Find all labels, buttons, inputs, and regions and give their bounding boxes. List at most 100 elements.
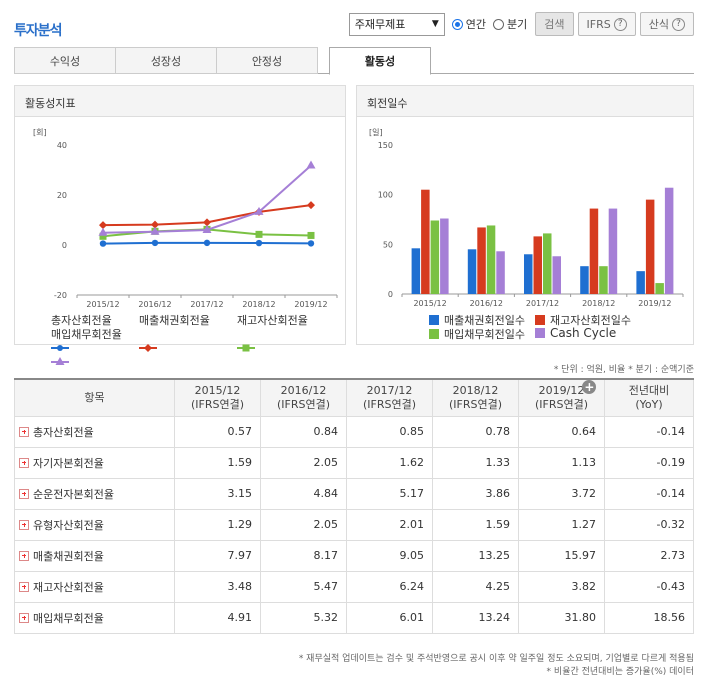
row-label[interactable]: 유형자산회전율: [14, 508, 175, 541]
x-tick-label: 2017/12: [190, 300, 223, 307]
expand-icon[interactable]: [19, 488, 29, 499]
footnote: * 재무실적 업데이트는 검수 및 주석반영으로 공시 이후 약 일주일 정도 …: [298, 654, 694, 664]
row-label-text: 매출채권회전율: [33, 549, 104, 563]
legend-item[interactable]: Cash Cycle: [535, 326, 616, 340]
legend-item[interactable]: 재고자산회전일수: [535, 312, 631, 328]
table-cell: 5.32: [260, 601, 347, 634]
radio-annual[interactable]: 연간: [451, 16, 486, 32]
expand-icon[interactable]: [19, 550, 29, 561]
row-label[interactable]: 매입채무회전율: [14, 601, 175, 634]
table-cell: 4.91: [174, 601, 261, 634]
legend-swatch-icon: [429, 315, 439, 325]
y-tick-label: -20: [54, 291, 67, 300]
turnover-days-chart: [일] 150 100 50 0 2015/12 2016/12 2017/12 2018/12…: [369, 128, 684, 307]
y-tick-label: 40: [57, 141, 67, 150]
y-unit-label: [회]: [33, 128, 47, 137]
legend-label: 매출채권회전율: [139, 314, 210, 327]
period-basis: (IFRS연결): [534, 397, 589, 411]
bar: [636, 271, 645, 294]
radio-unselected-icon: [493, 18, 505, 30]
row-label[interactable]: 자기자본회전율: [14, 446, 175, 479]
expand-icon[interactable]: [19, 519, 29, 530]
data-point: [307, 240, 315, 247]
header-period: 2015/12 (IFRS연결): [174, 378, 261, 417]
expand-icon[interactable]: [19, 581, 29, 592]
x-tick-label: 2019/12: [638, 299, 671, 307]
add-column-icon[interactable]: +: [582, 379, 597, 394]
data-point: [255, 230, 263, 238]
tab-growth[interactable]: 성장성: [115, 47, 217, 74]
data-point: [151, 220, 159, 229]
page-title: 투자분석: [14, 23, 63, 39]
table-cell: 0.85: [346, 415, 433, 448]
legend-label: 매입채무회전율: [51, 328, 122, 341]
data-point: [203, 239, 211, 247]
ifrs-button[interactable]: IFRS ?: [577, 12, 636, 36]
tab-activity[interactable]: 활동성: [329, 47, 431, 75]
table-cell: 15.97: [518, 539, 605, 572]
tab-profitability[interactable]: 수익성: [14, 47, 116, 74]
y-tick-label: 150: [378, 141, 393, 150]
legend-label: 매입채무회전일수: [444, 328, 525, 341]
statement-select-value: 주재무제표: [354, 18, 406, 31]
table-cell: 3.82: [518, 570, 605, 603]
row-label-text: 순운전자본회전율: [33, 487, 114, 501]
expand-icon[interactable]: [19, 426, 29, 437]
table-cell: 3.72: [518, 477, 605, 510]
bar: [608, 208, 618, 294]
formula-button[interactable]: 산식 ?: [639, 12, 694, 36]
table-cell: 4.25: [432, 570, 519, 603]
legend-item[interactable]: 재고자산회전율: [237, 312, 308, 352]
legend-swatch-icon: [535, 315, 545, 325]
legend-item[interactable]: 매출채권회전율: [139, 312, 210, 352]
activity-ratio-table: 항목 2015/12 (IFRS연결) 2016/12 (IFRS연결) 2017/12…: [14, 378, 694, 634]
bar: [411, 248, 421, 294]
bar: [543, 233, 552, 294]
table-row: 매출채권회전율 7.97 8.17 9.05 13.25 15.97 2.73: [14, 539, 694, 572]
row-label[interactable]: 총자산회전율: [14, 415, 175, 448]
table-row: 재고자산회전율 3.48 5.47 6.24 4.25 3.82 -0.43: [14, 570, 694, 603]
expand-icon[interactable]: [19, 612, 29, 623]
expand-icon[interactable]: [19, 457, 29, 468]
data-point: [306, 160, 316, 169]
legend-marker-icon: [237, 344, 255, 352]
period-year: 2015/12: [194, 383, 241, 397]
tab-bar: 수익성 성장성 안정성 활동성: [14, 47, 694, 75]
legend-label: 재고자산회전율: [237, 314, 308, 327]
bar: [440, 218, 449, 294]
table-cell: 1.13: [518, 446, 605, 479]
tab-stability[interactable]: 안정성: [216, 47, 318, 74]
table-cell: 1.27: [518, 508, 605, 541]
activity-ratio-chart: [회] 40 20 0 -20 2015/12 2016/12 2017/12 2018/12 2…: [33, 128, 338, 307]
toolbar: 주재무제표 ▼ 연간 분기 검색 IFRS ? 산식 ?: [348, 12, 694, 36]
data-point: [99, 232, 107, 240]
row-label[interactable]: 재고자산회전율: [14, 570, 175, 603]
legend-item[interactable]: 매입채무회전율: [51, 326, 122, 365]
legend-item[interactable]: 매입채무회전일수: [429, 326, 525, 342]
data-point: [98, 227, 108, 236]
table-cell: 1.33: [432, 446, 519, 479]
period-year: 2018/12: [452, 383, 499, 397]
statement-select[interactable]: 주재무제표 ▼: [348, 12, 445, 36]
data-point: [202, 224, 212, 233]
radio-quarter[interactable]: 분기: [493, 16, 527, 32]
bar: [589, 208, 599, 294]
bar: [655, 283, 664, 294]
row-label[interactable]: 매출채권회전율: [14, 539, 175, 572]
legend-label: 매출채권회전일수: [444, 314, 525, 327]
yoy-cell: 18.56: [604, 601, 694, 634]
bar: [552, 256, 561, 294]
y-tick-label: 0: [62, 241, 67, 250]
row-label[interactable]: 순운전자본회전율: [14, 477, 175, 510]
table-row: 순운전자본회전율 3.15 4.84 5.17 3.86 3.72 -0.14: [14, 477, 694, 510]
table-cell: 2.05: [260, 446, 347, 479]
footnote: * 비율간 전년대비는 증가율(%) 데이터: [546, 667, 694, 677]
bar: [533, 236, 542, 294]
table-cell: 2.05: [260, 508, 347, 541]
bar: [524, 254, 533, 294]
search-button[interactable]: 검색: [535, 12, 574, 36]
x-tick-label: 2019/12: [294, 300, 327, 307]
legend-item[interactable]: 총자산회전율: [51, 312, 112, 351]
legend-item[interactable]: 매출채권회전일수: [429, 312, 525, 328]
